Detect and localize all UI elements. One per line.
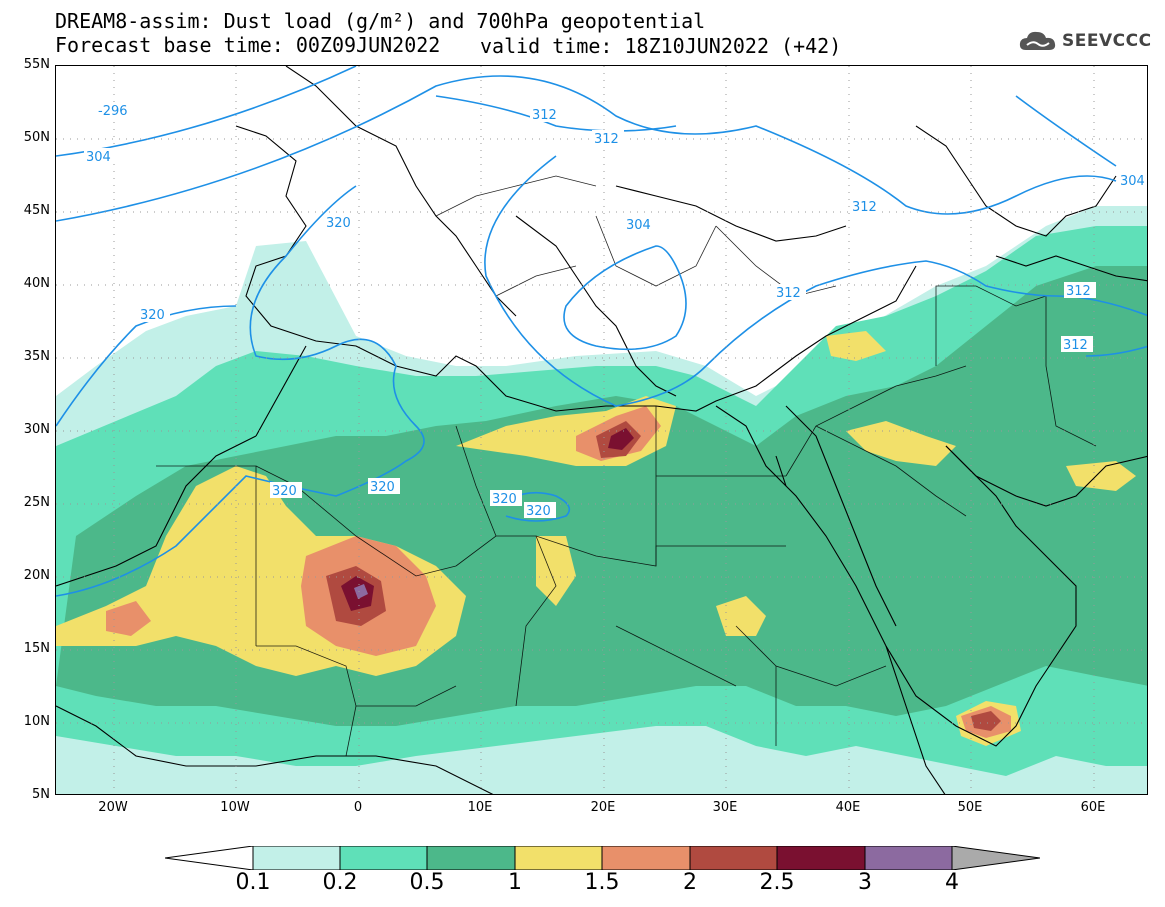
contour-label: 312	[532, 108, 557, 123]
colorbar-bin	[514, 846, 603, 870]
lat-label: 15N	[23, 641, 50, 656]
colorbar-under-arrow	[165, 846, 254, 870]
colorbar-bin	[864, 846, 953, 870]
contour-label: 304	[626, 218, 651, 233]
colorbar-bin	[426, 846, 516, 870]
dust-region-1-iraq	[826, 331, 886, 361]
lat-label: 30N	[23, 422, 50, 437]
lat-lon-grid	[56, 66, 1147, 794]
lat-label: 50N	[23, 130, 50, 145]
map-canvas: -296 304 312 312 312 320 320 320 320 320…	[56, 66, 1147, 794]
lon-label: 30E	[712, 800, 738, 815]
lat-label: 25N	[23, 495, 50, 510]
cloud-icon	[1019, 31, 1056, 50]
lon-label: 10W	[220, 800, 250, 815]
dust-region-1-sudan	[716, 596, 766, 636]
colorbar-label: 4	[945, 870, 959, 895]
contour-label: 320	[272, 484, 297, 499]
contour-label: 312	[594, 132, 619, 147]
dust-region-1-chad	[536, 536, 576, 606]
contour-label: 320	[370, 480, 395, 495]
dust-region-1-gulf	[1066, 461, 1136, 491]
contour-label: 304	[86, 150, 111, 165]
colorbar-bin	[776, 846, 866, 870]
coastlines	[56, 66, 1147, 794]
lat-label: 40N	[23, 276, 50, 291]
lat-label: 5N	[32, 787, 50, 802]
lon-label: 20E	[590, 800, 616, 815]
colorbar-bin	[689, 846, 778, 870]
dust-region-2-somalia	[971, 711, 1001, 731]
colorbar-label: 2	[683, 870, 697, 895]
contour-label: 304	[1120, 174, 1145, 189]
dust-region-1-saudi	[846, 421, 956, 466]
colorbar-label: 1.5	[584, 870, 620, 895]
contour-label: 320	[526, 504, 551, 519]
contour-label: 312	[776, 286, 801, 301]
contour-label: 312	[852, 200, 877, 215]
geopotential-contours	[56, 66, 1147, 597]
chart-title: DREAM8-assim: Dust load (g/m²) and 700hP…	[55, 9, 706, 33]
lon-label: 20W	[98, 800, 128, 815]
seevccc-logo: SEEVCCC	[1018, 26, 1152, 56]
colorbar-label: 3	[858, 870, 872, 895]
contour-label: 320	[140, 308, 165, 323]
contour-label: 320	[326, 216, 351, 231]
logo-text: SEEVCCC	[1062, 31, 1152, 51]
lat-label: 45N	[23, 203, 50, 218]
dust-map: -296 304 312 312 312 320 320 320 320 320…	[55, 65, 1148, 795]
colorbar-over-arrow	[951, 846, 1040, 870]
lat-label: 20N	[23, 568, 50, 583]
colorbar-label: 0.1	[235, 870, 271, 895]
lon-label: 40E	[835, 800, 861, 815]
contour-label: 312	[1063, 338, 1088, 353]
contour-label: 312	[1066, 284, 1091, 299]
lon-label: 0	[353, 800, 363, 815]
colorbar-label: 2.5	[759, 870, 795, 895]
colorbar-bin	[339, 846, 428, 870]
dust-region-2.5-libya	[608, 428, 634, 450]
colorbar-label: 0.5	[409, 870, 445, 895]
colorbar	[165, 846, 1040, 870]
colorbar-bin	[601, 846, 691, 870]
forecast-base-time: Forecast base time: 00Z09JUN2022	[55, 33, 441, 57]
dust-region-1.5-westcoast	[106, 601, 151, 636]
lat-label: 10N	[23, 714, 50, 729]
lon-label: 60E	[1080, 800, 1106, 815]
lon-label: 10E	[467, 800, 493, 815]
country-borders	[156, 175, 1097, 757]
contour-label-group: -296 304 312 312 312 320 320 320 320 320…	[84, 102, 1147, 519]
colorbar-label: 1	[508, 870, 522, 895]
valid-time: valid time: 18Z10JUN2022 (+42)	[480, 34, 842, 58]
lat-label: 55N	[23, 57, 50, 72]
colorbar-bin	[252, 846, 341, 870]
dust-region-4	[354, 584, 368, 599]
lon-label: 50E	[957, 800, 983, 815]
colorbar-label: 0.2	[322, 870, 358, 895]
contour-label: 320	[492, 492, 517, 507]
contour-label: -296	[98, 104, 128, 119]
lat-label: 35N	[23, 349, 50, 364]
